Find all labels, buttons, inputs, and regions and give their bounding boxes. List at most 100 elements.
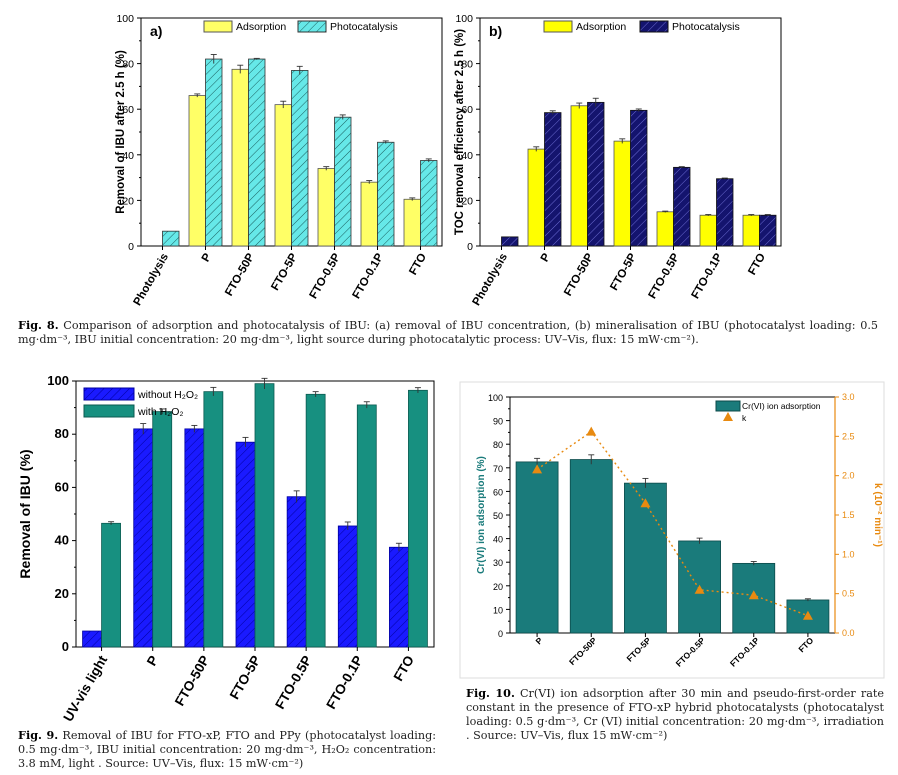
c3-bar [569, 459, 613, 634]
c0-xtick-label: P [200, 251, 214, 264]
c1-panel-label: b) [489, 23, 502, 39]
c2-xtick-label: FTO-0.5P [272, 653, 315, 712]
c3-ytick-right-label: 1.0 [842, 549, 855, 559]
c0-bar [231, 68, 249, 247]
c3-ytick-label: 20 [493, 582, 503, 592]
c1-ytick-label: 80 [461, 59, 473, 71]
c2-bar [356, 404, 377, 648]
fig8-caption: Fig. 8. Comparison of adsorption and pho… [18, 318, 878, 347]
c1-xtick-label: FTO-0.5P [647, 251, 683, 301]
c3-ytick-right-label: 1.5 [842, 510, 855, 520]
c2-ytick-label: 60 [55, 479, 69, 494]
c1-xtick-label: FTO-5P [608, 251, 639, 293]
c2-ytick-label: 80 [55, 426, 69, 441]
c2-legend-swatch [83, 387, 135, 401]
c3-bar [624, 482, 667, 634]
c3-xtick-label: FTO [796, 635, 815, 654]
c0-bar [162, 230, 180, 247]
c0-bar [403, 198, 421, 247]
c2-ytick-label: 100 [47, 373, 69, 388]
c3-k-point [640, 498, 651, 508]
c1-legend-swatch [543, 20, 573, 33]
c2-bar [184, 428, 205, 648]
c0-legend-label: Adsorption [236, 21, 286, 33]
c3-ytick-right-label: 0.5 [842, 589, 855, 599]
c3-ytick-label: 50 [493, 511, 503, 521]
c3-legend-swatch [715, 400, 741, 412]
c1-ytick-label: 60 [461, 104, 473, 116]
c2-bar [286, 496, 307, 648]
c0-bar [274, 104, 292, 247]
c1-bar [613, 140, 631, 247]
c3-k-point [748, 590, 759, 600]
fig9-caption-label: Fig. 9. [18, 728, 59, 742]
c2-bar [235, 441, 256, 648]
c0-legend-label: Photocatalysis [330, 21, 398, 33]
c1-xtick-label: FTO [746, 251, 768, 277]
c0-ytick-label: 80 [122, 59, 134, 71]
c1-legend-swatch [639, 20, 669, 33]
c3-ytick-label: 10 [493, 605, 503, 615]
c3-ytick-label: 100 [488, 393, 503, 403]
fig10-caption-label: Fig. 10. [466, 686, 515, 700]
c0-bar [248, 58, 266, 247]
c3-bar [515, 461, 559, 634]
c1-bar [544, 112, 562, 247]
fig10-frame [459, 381, 885, 679]
c2-bar [408, 389, 428, 648]
fig8-caption-label: Fig. 8. [18, 318, 59, 332]
c1-xtick-label: Photolysis [471, 252, 510, 308]
c3-legend-label: Cr(VI) ion adsorption [742, 401, 821, 411]
c2-legend-label: with H₂O₂ [137, 406, 184, 418]
c0-bar [205, 58, 223, 247]
c1-ytick-label: 40 [461, 150, 473, 162]
c3-ytick-label: 0 [498, 629, 503, 639]
c3-ytick-label: 30 [493, 558, 503, 568]
c2-legend-swatch [83, 404, 135, 418]
c1-xtick-label: FTO-50P [562, 251, 596, 298]
c1-xtick-label: P [539, 251, 553, 264]
c0-bar [188, 95, 206, 247]
c2-ytick-label: 40 [55, 533, 69, 548]
c1-legend-label: Adsorption [576, 21, 626, 33]
c1-bar [570, 105, 588, 247]
c0-bar [317, 168, 335, 247]
c1-ylabel: TOC removal efficiency after 2.5 h (%) [454, 29, 466, 235]
c1-bar [587, 101, 605, 247]
c1-xtick-label: FTO-0.1P [690, 251, 726, 301]
fig10-caption-text: Cr(VI) ion adsorption after 30 min and p… [466, 687, 884, 742]
c2-xtick-label: FTO-50P [172, 653, 213, 708]
c1-bar [656, 211, 674, 247]
c2-bar [305, 393, 326, 648]
c2-bar [389, 546, 409, 648]
fig9-caption-text: Removal of IBU for FTO-xP, FTO and PPy (… [18, 729, 437, 770]
c1-bar [699, 214, 717, 247]
c2-ytick-label: 20 [55, 586, 69, 601]
c2-bar [82, 630, 102, 648]
c3-k-point [802, 610, 813, 620]
c1-ytick-label: 100 [455, 13, 473, 25]
c3-ytick-right-label: 2.5 [842, 431, 855, 441]
c0-xtick-label: FTO-5P [269, 251, 300, 293]
fig9-caption: Fig. 9. Removal of IBU for FTO-xP, FTO a… [18, 728, 436, 771]
c2-bar [254, 383, 275, 648]
c2-xtick-label: FTO [391, 653, 417, 684]
c0-xtick-label: FTO [407, 251, 429, 277]
c0-bar [360, 181, 378, 247]
c3-ylabel-right: k (10⁻² min⁻¹) [872, 483, 883, 547]
c0-bar [377, 141, 395, 247]
c2-xtick-label: FTO-0.1P [323, 653, 366, 712]
c2-legend-label: without H₂O₂ [137, 389, 198, 401]
c2-xtick-label: FTO-5P [227, 653, 264, 702]
fig10-caption: Fig. 10. Cr(VI) ion adsorption after 30 … [466, 686, 884, 743]
c0-ytick-label: 0 [128, 241, 134, 253]
c0-ytick-label: 40 [122, 150, 134, 162]
c3-k-line [536, 430, 809, 617]
c3-xtick-label: P [533, 635, 544, 646]
c0-xtick-label: Photolysis [132, 252, 171, 308]
c2-bar [337, 525, 358, 648]
c0-bar [334, 116, 352, 247]
c1-bar [527, 148, 545, 247]
c3-ytick-label: 40 [493, 535, 503, 545]
c2-bar [152, 411, 173, 648]
